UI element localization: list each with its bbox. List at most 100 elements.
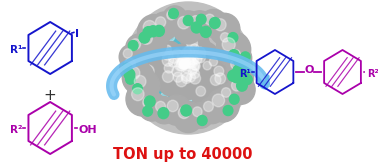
Circle shape [217, 83, 242, 109]
Circle shape [172, 66, 182, 77]
Circle shape [183, 53, 194, 65]
Circle shape [150, 62, 172, 84]
Circle shape [178, 56, 200, 79]
Text: R¹: R¹ [239, 69, 251, 79]
Circle shape [150, 76, 169, 96]
Circle shape [171, 54, 201, 85]
Circle shape [181, 52, 210, 82]
Circle shape [169, 80, 178, 89]
Circle shape [207, 88, 239, 122]
Circle shape [231, 59, 240, 69]
Circle shape [175, 55, 199, 80]
Circle shape [174, 43, 203, 73]
Circle shape [227, 45, 252, 71]
Circle shape [161, 92, 168, 99]
Circle shape [231, 72, 242, 83]
Circle shape [143, 97, 153, 108]
Circle shape [129, 40, 138, 50]
Circle shape [226, 75, 255, 104]
Circle shape [140, 32, 152, 44]
Circle shape [190, 44, 199, 53]
Circle shape [211, 53, 218, 61]
Circle shape [213, 64, 231, 82]
Circle shape [138, 15, 171, 49]
Circle shape [180, 60, 189, 69]
Circle shape [153, 79, 160, 87]
Circle shape [172, 11, 204, 44]
Circle shape [177, 39, 186, 49]
Circle shape [143, 65, 154, 77]
Circle shape [126, 34, 153, 62]
Circle shape [203, 61, 211, 70]
Circle shape [182, 60, 191, 69]
Circle shape [201, 54, 211, 64]
Circle shape [173, 50, 203, 82]
Circle shape [214, 19, 226, 31]
Circle shape [193, 107, 202, 117]
Circle shape [184, 91, 201, 109]
Circle shape [173, 72, 183, 82]
Circle shape [169, 9, 178, 18]
Circle shape [187, 54, 198, 65]
Circle shape [217, 28, 240, 53]
Circle shape [210, 74, 221, 85]
Circle shape [237, 80, 247, 91]
Circle shape [190, 73, 201, 84]
Circle shape [187, 38, 197, 49]
Circle shape [157, 49, 187, 80]
Circle shape [186, 40, 209, 64]
Circle shape [164, 63, 174, 73]
Circle shape [240, 52, 250, 62]
Circle shape [179, 19, 209, 50]
Circle shape [119, 45, 143, 69]
Circle shape [188, 102, 213, 128]
Circle shape [191, 16, 201, 26]
Circle shape [178, 27, 184, 34]
Circle shape [173, 49, 197, 74]
Circle shape [234, 55, 244, 66]
Circle shape [189, 42, 219, 73]
Circle shape [177, 69, 203, 96]
Circle shape [229, 66, 254, 91]
Circle shape [192, 82, 217, 108]
Circle shape [197, 71, 207, 81]
Circle shape [178, 48, 207, 78]
Circle shape [143, 20, 156, 34]
Circle shape [157, 44, 186, 73]
Circle shape [185, 53, 214, 83]
Circle shape [163, 45, 172, 54]
Circle shape [162, 49, 173, 60]
Circle shape [233, 65, 243, 76]
Circle shape [186, 11, 213, 39]
Circle shape [175, 24, 192, 42]
Circle shape [234, 70, 243, 80]
Circle shape [151, 97, 177, 124]
Circle shape [209, 57, 217, 66]
Circle shape [179, 60, 188, 69]
Circle shape [167, 10, 176, 20]
Circle shape [160, 41, 181, 64]
Circle shape [143, 106, 152, 116]
Circle shape [185, 55, 211, 82]
Circle shape [228, 70, 239, 81]
Circle shape [178, 61, 200, 83]
Circle shape [176, 59, 187, 71]
Text: OH: OH [78, 125, 97, 135]
Circle shape [181, 105, 192, 116]
Circle shape [167, 33, 175, 41]
Circle shape [199, 57, 221, 80]
Circle shape [180, 50, 208, 80]
Circle shape [124, 69, 135, 80]
Circle shape [178, 56, 190, 68]
Circle shape [173, 101, 203, 132]
Circle shape [175, 77, 184, 87]
Circle shape [209, 81, 216, 89]
Circle shape [209, 17, 220, 29]
Text: I: I [75, 29, 79, 39]
Circle shape [178, 107, 190, 118]
Circle shape [199, 97, 225, 124]
Circle shape [216, 32, 251, 67]
Circle shape [124, 2, 252, 134]
Circle shape [138, 60, 167, 91]
Circle shape [185, 58, 210, 85]
